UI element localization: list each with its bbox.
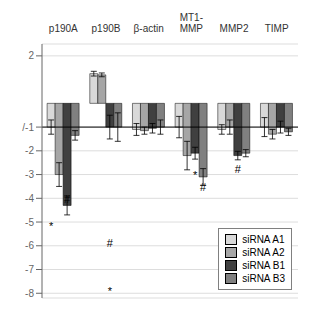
svg-text:-6: -6 <box>25 240 34 251</box>
svg-text:2: 2 <box>28 50 34 61</box>
svg-text:MT1-MMP: MT1-MMP <box>180 12 204 34</box>
svg-text:-8: -8 <box>25 288 34 299</box>
svg-text:p190A: p190A <box>49 23 78 34</box>
svg-text:-5: -5 <box>25 217 34 228</box>
svg-text:MMP2: MMP2 <box>220 23 249 34</box>
html-text:siRNA B3: siRNA B3 <box>242 273 285 284</box>
svg-text:p190B: p190B <box>92 23 121 34</box>
svg-text:*: * <box>193 169 198 181</box>
svg-text:/-1: /-1 <box>22 122 34 133</box>
svg-text:-7: -7 <box>25 264 34 275</box>
svg-text:TIMP: TIMP <box>265 23 289 34</box>
svg-text:#: # <box>64 193 71 205</box>
html-text:siRNA A2: siRNA A2 <box>242 247 285 258</box>
svg-text:#: # <box>107 237 114 249</box>
svg-text:-2: -2 <box>25 145 34 156</box>
svg-text:-4: -4 <box>25 193 34 204</box>
svg-text:#: # <box>235 163 242 175</box>
svg-text:*: * <box>108 285 113 297</box>
svg-text:β-actin: β-actin <box>134 23 164 34</box>
html-text:siRNA B1: siRNA B1 <box>242 260 285 271</box>
svg-text:-3: -3 <box>25 169 34 180</box>
svg-text:#: # <box>200 181 207 193</box>
html-text:siRNA A1: siRNA A1 <box>242 234 285 245</box>
svg-text:*: * <box>49 220 54 232</box>
